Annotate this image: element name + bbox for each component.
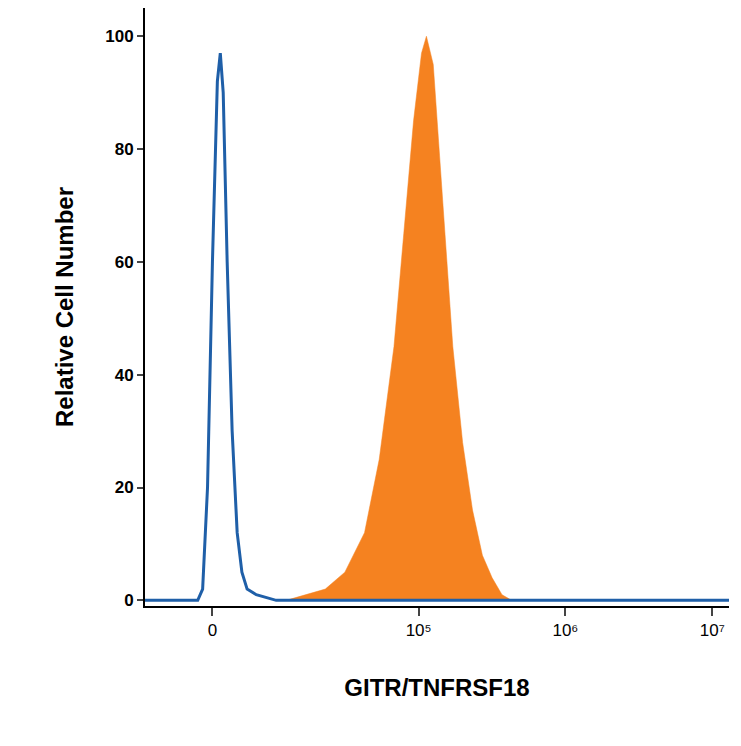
svg-text:60: 60 [115,253,134,272]
svg-text:Relative Cell Number: Relative Cell Number [51,187,78,427]
svg-text:GITR/TNFRSF18: GITR/TNFRSF18 [344,674,529,701]
svg-text:10⁵: 10⁵ [406,621,432,640]
svg-text:40: 40 [115,366,134,385]
svg-text:10⁶: 10⁶ [552,621,578,640]
svg-text:20: 20 [115,478,134,497]
svg-text:80: 80 [115,140,134,159]
svg-text:0: 0 [208,621,217,640]
svg-text:100: 100 [105,27,133,46]
svg-text:10⁷: 10⁷ [700,621,725,640]
svg-text:0: 0 [124,591,133,610]
